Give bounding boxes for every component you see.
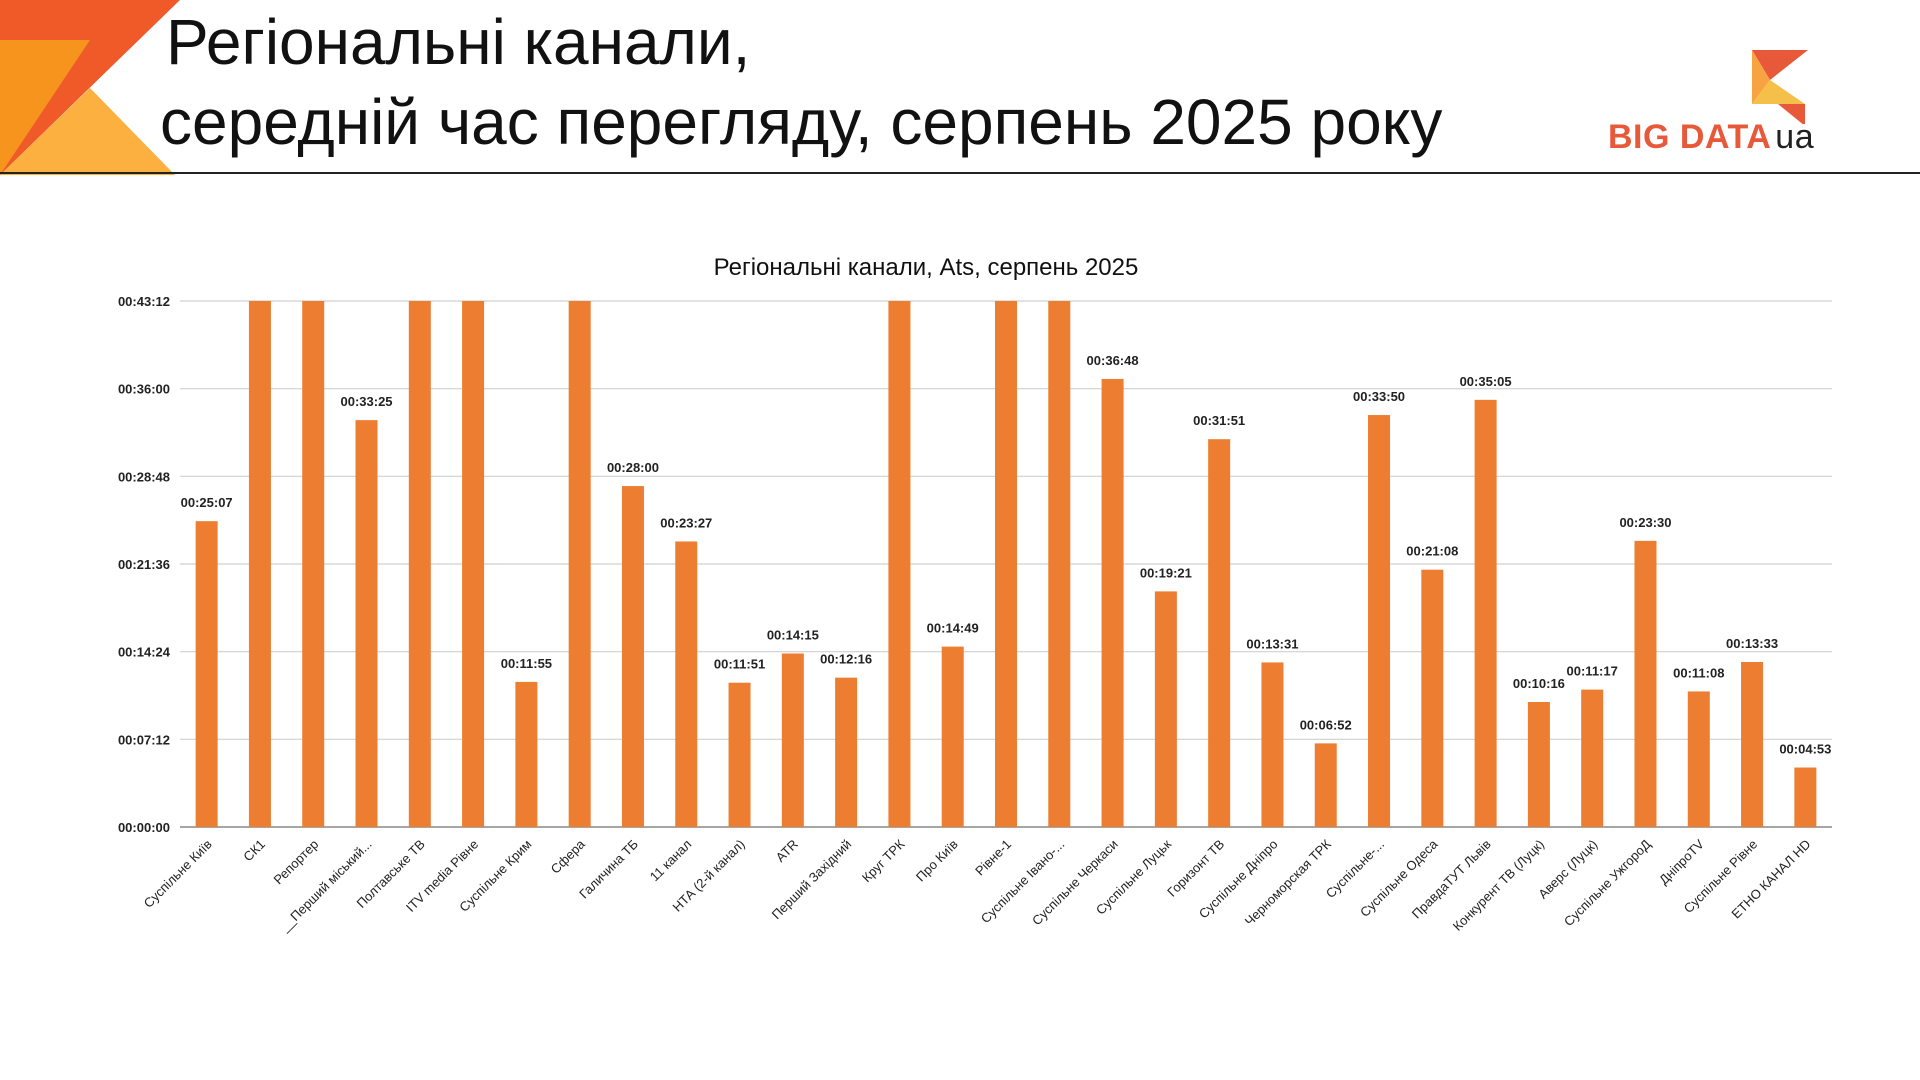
bar bbox=[302, 301, 325, 827]
bar bbox=[1741, 662, 1764, 827]
data-label: 00:19:21 bbox=[1140, 565, 1192, 580]
data-label: 00:11:08 bbox=[1673, 665, 1724, 680]
data-label: 00:23:27 bbox=[660, 515, 712, 530]
data-label: 00:28:00 bbox=[607, 460, 659, 475]
bar bbox=[195, 521, 218, 827]
bar bbox=[462, 301, 485, 827]
data-label: 00:11:55 bbox=[501, 656, 552, 671]
bar bbox=[888, 301, 911, 827]
chart-y-axis: 00:00:00 00:07:12 00:14:24 00:21:36 00:28:48… bbox=[118, 294, 171, 835]
slide-title-line-1: Регіональні канали, bbox=[166, 6, 751, 78]
bar bbox=[1368, 415, 1391, 827]
data-label: 00:13:31 bbox=[1246, 636, 1298, 651]
x-tick-label: СК1 bbox=[240, 837, 268, 865]
corner-triangle-light bbox=[0, 88, 175, 175]
corner-triangle-mid bbox=[0, 40, 90, 175]
data-label: 00:33:25 bbox=[340, 394, 392, 409]
bar bbox=[1634, 540, 1657, 827]
y-tick-label: 00:36:00 bbox=[118, 382, 170, 397]
bar bbox=[675, 541, 698, 827]
x-tick-label: Рівне-1 bbox=[972, 837, 1014, 879]
bar bbox=[1421, 569, 1444, 827]
bar bbox=[621, 486, 644, 827]
data-label: 00:14:49 bbox=[927, 621, 979, 636]
data-label: 00:35:05 bbox=[1460, 374, 1512, 389]
data-label: 00:10:16 bbox=[1513, 676, 1565, 691]
data-label: 00:14:15 bbox=[767, 627, 819, 642]
brand-logo: BIG DATA ua bbox=[1600, 44, 1840, 164]
data-label: 00:13:33 bbox=[1726, 636, 1778, 651]
bar bbox=[728, 682, 751, 827]
data-label: 00:11:51 bbox=[714, 657, 765, 672]
data-label: 00:23:30 bbox=[1619, 515, 1671, 530]
header-divider bbox=[0, 172, 1920, 174]
x-tick-label: 11 канал bbox=[647, 837, 695, 885]
data-label: 00:31:51 bbox=[1193, 413, 1245, 428]
x-tick-label: Круг ТРК bbox=[859, 836, 908, 885]
bar bbox=[1474, 399, 1497, 827]
bar bbox=[355, 420, 378, 827]
bar bbox=[408, 301, 431, 827]
logo-mark-icon bbox=[1752, 50, 1808, 124]
x-tick-label: __Перший міський... bbox=[276, 837, 374, 935]
data-label: 00:25:07 bbox=[181, 495, 233, 510]
data-label: 00:12:16 bbox=[820, 652, 872, 667]
chart-x-axis: Суспільне Київ СК1 Репортер__Перший міськи… bbox=[141, 836, 1814, 935]
x-tick-label: Конкурент ТВ (Луцк) bbox=[1450, 837, 1547, 934]
logo-wordmark: BIG DATA ua bbox=[1608, 118, 1814, 157]
bar bbox=[568, 301, 591, 827]
x-tick-label: ДніпроTV bbox=[1656, 836, 1707, 887]
chart-title: Регіональні канали, Ats, серпень 2025 bbox=[714, 254, 1139, 281]
bar bbox=[248, 301, 271, 827]
slide-title: Регіональні канали, середній час перегля… bbox=[160, 2, 1442, 162]
bar bbox=[1581, 689, 1604, 827]
logo-text: BIG DATA bbox=[1608, 118, 1772, 156]
y-tick-label: 00:21:36 bbox=[118, 557, 170, 572]
bar bbox=[941, 646, 964, 827]
slide-title-line-2: середній час перегляду, серпень 2025 рок… bbox=[160, 86, 1443, 158]
data-label: 00:11:17 bbox=[1567, 664, 1618, 679]
bar bbox=[1048, 301, 1071, 827]
bar bbox=[1314, 743, 1337, 827]
x-tick-label: Сфера bbox=[548, 836, 589, 877]
bar-chart: Регіональні канали, Ats, серпень 2025 00… bbox=[118, 254, 1832, 935]
y-tick-label: 00:07:12 bbox=[118, 732, 170, 747]
x-tick-label: Суспільне Київ bbox=[141, 836, 215, 910]
bar bbox=[515, 681, 538, 827]
bar bbox=[995, 301, 1017, 827]
x-tick-label: ATR bbox=[773, 837, 801, 865]
bar bbox=[1794, 767, 1817, 827]
bar bbox=[1261, 662, 1284, 827]
x-tick-label: Репортер bbox=[271, 837, 322, 888]
bar bbox=[1208, 439, 1231, 827]
data-label: 00:06:52 bbox=[1300, 717, 1352, 732]
y-tick-label: 00:00:00 bbox=[118, 820, 170, 835]
corner-decoration bbox=[0, 0, 180, 175]
bar bbox=[835, 677, 858, 827]
x-tick-label: Про Київ bbox=[913, 836, 961, 884]
data-label: 00:04:53 bbox=[1779, 742, 1831, 757]
bar bbox=[1154, 591, 1177, 827]
bar bbox=[1527, 701, 1550, 827]
bar bbox=[781, 653, 804, 827]
y-tick-label: 00:14:24 bbox=[118, 645, 171, 660]
bar bbox=[1687, 691, 1710, 827]
bar bbox=[1101, 378, 1124, 827]
data-label: 00:36:48 bbox=[1087, 353, 1139, 368]
logo-suffix: ua bbox=[1775, 118, 1815, 156]
chart-bars bbox=[195, 301, 1817, 827]
data-label: 00:21:08 bbox=[1406, 544, 1458, 559]
y-tick-label: 00:43:12 bbox=[118, 294, 170, 309]
data-label: 00:33:50 bbox=[1353, 389, 1405, 404]
chart-data-labels: 00:25:07 00:33:25 00:11:55 00:28:00 00:23:27… bbox=[181, 353, 1832, 757]
y-tick-label: 00:28:48 bbox=[118, 469, 170, 484]
